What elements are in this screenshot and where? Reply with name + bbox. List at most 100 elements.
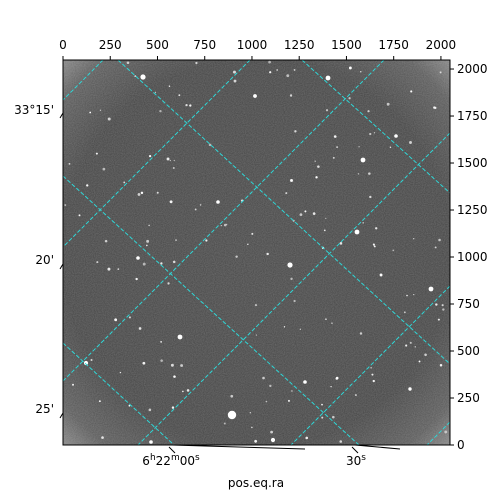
star bbox=[117, 268, 120, 271]
bottom-axis: 6h22m00s 30s bbox=[142, 444, 401, 468]
star bbox=[336, 146, 338, 148]
top-tick-label: 500 bbox=[146, 38, 169, 52]
bright-star bbox=[325, 75, 331, 81]
star bbox=[266, 252, 269, 256]
star bbox=[223, 422, 226, 425]
star bbox=[189, 104, 192, 107]
star bbox=[265, 400, 268, 403]
star bbox=[442, 308, 445, 311]
bright-star bbox=[270, 437, 276, 443]
star bbox=[235, 255, 238, 258]
star bbox=[154, 91, 157, 94]
star bbox=[251, 232, 254, 235]
star bbox=[285, 192, 288, 195]
star bbox=[392, 249, 395, 252]
star bbox=[444, 430, 448, 434]
star bbox=[409, 341, 412, 344]
star bbox=[146, 244, 148, 247]
bright-star bbox=[360, 157, 366, 163]
star bbox=[178, 94, 181, 97]
grid-line bbox=[63, 342, 175, 445]
star bbox=[304, 210, 307, 213]
star bbox=[182, 390, 184, 393]
star bbox=[286, 74, 290, 78]
star bbox=[437, 318, 440, 321]
bottom-tick-mark bbox=[351, 446, 359, 454]
star bbox=[249, 412, 251, 414]
bright-star bbox=[83, 360, 89, 366]
right-tick-label: 500 bbox=[457, 344, 480, 358]
star bbox=[283, 326, 286, 328]
star bbox=[370, 366, 372, 369]
left-tick-label: 25' bbox=[35, 402, 54, 416]
star bbox=[168, 85, 171, 87]
top-tick-label: 0 bbox=[59, 38, 67, 52]
star bbox=[410, 90, 413, 93]
star bbox=[146, 239, 150, 243]
star bbox=[321, 403, 323, 406]
star bbox=[438, 238, 441, 242]
star bbox=[325, 109, 329, 112]
star bbox=[140, 191, 144, 195]
star bbox=[223, 223, 227, 227]
plot-frame bbox=[62, 59, 451, 446]
star bbox=[254, 304, 258, 307]
star bbox=[247, 243, 249, 246]
star bbox=[339, 242, 343, 245]
star bbox=[354, 394, 357, 396]
star bbox=[434, 246, 437, 249]
star bbox=[317, 165, 320, 168]
star bbox=[148, 154, 152, 158]
bright-star bbox=[354, 229, 360, 235]
star bbox=[439, 71, 442, 74]
bottom-tick-mark bbox=[171, 444, 306, 450]
star bbox=[406, 294, 408, 297]
star bbox=[156, 191, 159, 194]
star bbox=[299, 213, 303, 217]
star bbox=[367, 110, 370, 113]
star bbox=[413, 238, 415, 240]
star bbox=[359, 332, 363, 335]
star bbox=[312, 212, 316, 215]
star bbox=[299, 328, 301, 330]
top-tick-label: 2000 bbox=[426, 38, 457, 52]
star bbox=[230, 394, 234, 398]
star bbox=[360, 71, 362, 73]
star bbox=[413, 294, 415, 296]
star bbox=[68, 162, 71, 165]
star bbox=[64, 204, 67, 206]
star bbox=[362, 222, 364, 224]
star bbox=[330, 385, 332, 388]
bright-star bbox=[303, 380, 307, 384]
right-tick-label: 0 bbox=[457, 438, 465, 452]
star bbox=[95, 152, 98, 155]
star bbox=[166, 157, 170, 161]
grid-line bbox=[63, 60, 385, 382]
top-tick-label: 250 bbox=[99, 38, 122, 52]
star bbox=[89, 111, 92, 114]
bottom-tick-label: 30s bbox=[346, 453, 366, 468]
star bbox=[270, 430, 273, 434]
star bbox=[433, 106, 436, 109]
star bbox=[414, 346, 416, 348]
bright-star bbox=[287, 262, 293, 268]
star bbox=[293, 299, 296, 303]
star bbox=[441, 304, 444, 307]
star bbox=[135, 277, 138, 281]
star bbox=[268, 60, 271, 64]
star bbox=[439, 363, 443, 367]
star bbox=[186, 389, 190, 392]
star bbox=[107, 117, 111, 121]
star bbox=[160, 359, 163, 362]
star bbox=[293, 68, 296, 71]
top-tick-label: 1500 bbox=[331, 38, 362, 52]
stars bbox=[64, 60, 448, 444]
star bbox=[371, 373, 374, 376]
star bbox=[172, 167, 175, 169]
grid-line bbox=[117, 60, 450, 365]
star bbox=[409, 141, 412, 144]
star bbox=[262, 376, 265, 380]
star bbox=[180, 364, 184, 367]
star bbox=[290, 277, 293, 281]
star bbox=[332, 415, 335, 419]
